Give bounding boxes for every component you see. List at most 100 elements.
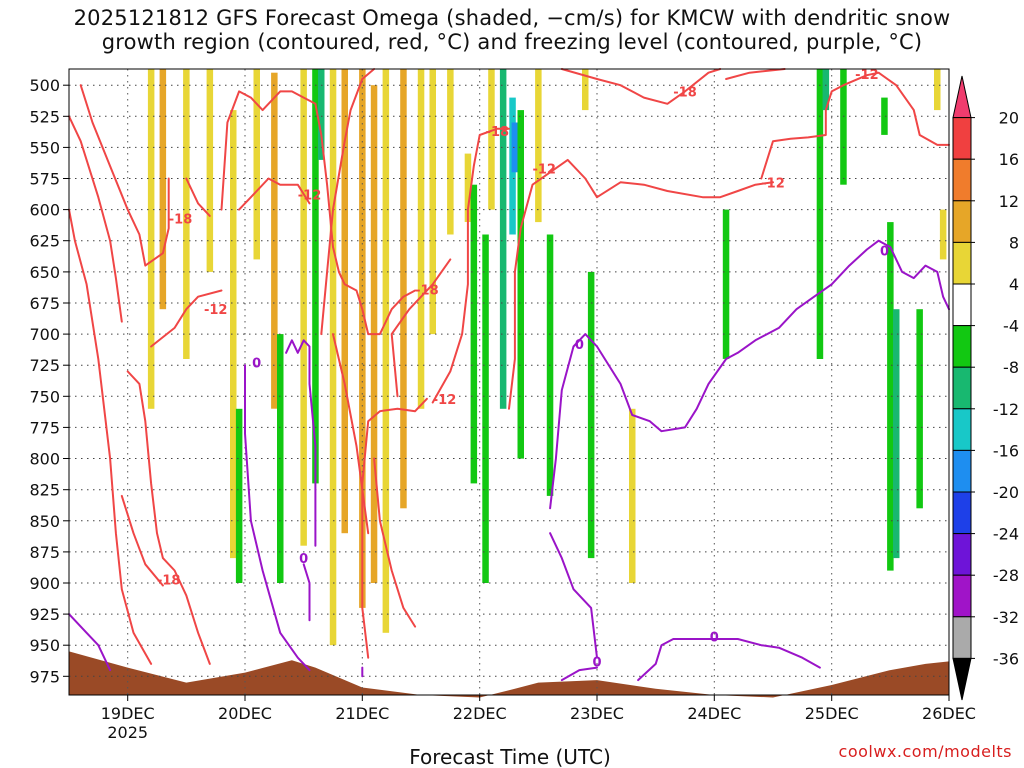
omega-band-28 (517, 110, 524, 459)
red-contour-6 (185, 177, 211, 217)
colorbar-segment-8 (952, 408, 972, 451)
y-tick-label-650: 650 (29, 263, 60, 282)
contour-label-8: -18 (673, 85, 697, 100)
colorbar-segment-4 (952, 241, 972, 285)
omega-band-19 (429, 69, 436, 335)
red-contour-5 (120, 494, 164, 587)
red-contour-14 (431, 127, 510, 404)
colorbar-label-8: -16 (993, 441, 1019, 460)
colorbar-segment-2 (952, 158, 972, 202)
colorbar-segment-7 (952, 366, 972, 410)
colorbar-label-11: -28 (993, 566, 1019, 585)
y-tick-label-775: 775 (29, 418, 60, 437)
colorbar-segment-3 (952, 200, 972, 243)
colorbar-label-6: -8 (1003, 358, 1019, 377)
omega-band-24 (488, 69, 495, 210)
red-contour-7 (220, 90, 417, 336)
red-contour-0 (68, 115, 123, 323)
red-contour-16 (560, 68, 722, 105)
colorbar-segment-5 (952, 283, 972, 327)
omega-band-10 (312, 69, 319, 484)
y-tick-label-550: 550 (29, 138, 60, 157)
contour-label-4: -18 (415, 283, 439, 298)
colorbar-segment-11 (952, 533, 972, 576)
colorbar-label-0: 20 (999, 109, 1019, 128)
x-tick-label-19: 19DEC (101, 704, 155, 723)
purple-contour-20 (244, 364, 311, 672)
colorbar-segment-12 (952, 574, 972, 618)
x-year-label: 2025 (107, 723, 148, 742)
omega-shading-layer (147, 69, 947, 646)
colorbar-label-7: -12 (993, 400, 1019, 419)
contour-label-7: -12 (532, 163, 556, 178)
y-tick-label-575: 575 (29, 170, 60, 189)
red-contour-15 (508, 158, 598, 410)
contour-label-2: -18 (157, 573, 181, 588)
y-tick-label-950: 950 (29, 636, 60, 655)
y-tick-label-750: 750 (29, 387, 60, 406)
omega-band-17 (400, 69, 407, 509)
red-contour-1 (68, 208, 153, 665)
chart-title-line-2: growth region (contoured, red, °C) and f… (101, 30, 923, 54)
chart-title-line-1: 2025121812 GFS Forecast Omega (shaded, −… (73, 6, 951, 30)
purple-contour-28 (637, 638, 821, 682)
y-tick-label-800: 800 (29, 450, 60, 469)
contour-label-layer: -18 -12 -18 -12 -18 -12 -18 -12 -18 -12 -12 0 0 0 0 0 0 (157, 68, 889, 670)
omega-band-25 (499, 69, 507, 409)
omega-band-37 (840, 69, 847, 185)
colorbar-segment-1 (952, 117, 972, 160)
omega-band-43 (939, 209, 947, 260)
y-tick-label-600: 600 (29, 201, 60, 220)
colorbar-label-2: 12 (999, 192, 1019, 211)
red-contour-2 (79, 84, 170, 267)
omega-band-0 (147, 69, 155, 409)
x-tick-label-23: 23DEC (570, 704, 624, 723)
purple-contour-24 (68, 613, 112, 672)
y-tick-label-725: 725 (29, 356, 60, 375)
omega-band-40 (893, 309, 900, 559)
colorbar: 20 16 12 8 4 -4 -8 -12 -16 -20 -24 -28 -32 -36 (952, 75, 1019, 701)
colorbar-segment-6 (952, 325, 972, 368)
red-contour-4 (126, 370, 211, 665)
omega-band-36 (822, 69, 830, 111)
y-axis: 500 525 550 575 600 625 650 675 700 725 750 775 800 8… (29, 76, 69, 686)
red-contour-8 (238, 177, 311, 211)
omega-band-20 (447, 69, 454, 235)
y-tick-label-925: 925 (29, 605, 60, 624)
purple-contour-21 (285, 339, 317, 547)
contour-label-10: -12 (855, 68, 879, 83)
purple-contour-27 (560, 666, 598, 682)
y-tick-label-875: 875 (29, 543, 60, 562)
colorbar-segment-9 (952, 449, 972, 493)
colorbar-bottom-arrow (952, 657, 972, 701)
omega-band-41 (916, 309, 923, 509)
omega-band-4 (230, 110, 237, 559)
contour-label-1: -12 (204, 303, 228, 318)
omega-band-13 (341, 69, 348, 534)
contour-label-16: 0 (880, 245, 889, 260)
colorbar-label-9: -20 (993, 483, 1019, 502)
colorbar-label-3: 8 (1009, 233, 1019, 252)
red-contour-11 (361, 397, 428, 659)
contour-label-5: -12 (433, 393, 457, 408)
colorbar-label-4: 4 (1009, 275, 1019, 294)
purple-contour-22 (302, 563, 311, 622)
colorbar-top-arrow (952, 75, 972, 119)
x-tick-label-24: 24DEC (687, 704, 741, 723)
omega-band-39 (887, 222, 894, 571)
contour-label-3: -12 (298, 189, 322, 204)
omega-band-38 (881, 97, 888, 135)
y-tick-label-700: 700 (29, 325, 60, 344)
x-tick-label-20: 20DEC (218, 704, 272, 723)
omega-band-32 (587, 271, 595, 559)
omega-band-21 (464, 153, 472, 222)
chart-title: 2025121812 GFS Forecast Omega (shaded, −… (0, 6, 1024, 54)
omega-band-23 (482, 234, 489, 583)
red-contour-13 (390, 258, 452, 398)
x-tick-label-21: 21DEC (335, 704, 389, 723)
y-tick-label-825: 825 (29, 481, 60, 500)
omega-band-9 (300, 69, 307, 546)
y-tick-label-625: 625 (29, 232, 60, 251)
omega-band-16 (382, 69, 390, 633)
